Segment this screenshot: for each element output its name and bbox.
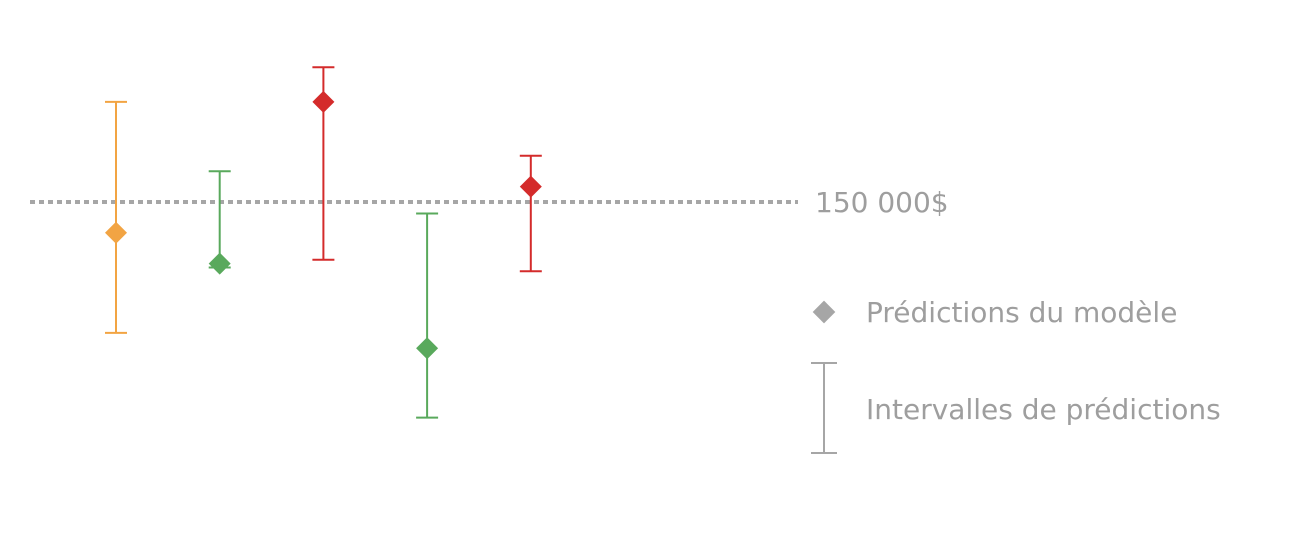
legend-point-label: Prédictions du modèle <box>866 296 1177 329</box>
prediction-2 <box>208 170 231 275</box>
prediction-1 <box>105 100 127 334</box>
legend-interval-label: Intervalles de prédictions <box>866 393 1221 426</box>
prediction-4 <box>416 212 439 419</box>
prediction-diamond <box>105 221 127 244</box>
points-group <box>105 66 542 419</box>
prediction-diamond <box>312 90 335 113</box>
legend-interval-icon <box>811 362 837 454</box>
prediction-3 <box>312 66 335 261</box>
legend: Prédictions du modèle Intervalles de pré… <box>811 296 1221 454</box>
threshold-group: 150 000$ <box>30 186 949 219</box>
prediction-5 <box>519 154 542 273</box>
prediction-diamond <box>208 252 231 275</box>
prediction-diamond <box>519 175 542 198</box>
threshold-label: 150 000$ <box>815 186 949 219</box>
prediction-diamond <box>416 337 439 360</box>
legend-diamond-icon <box>812 300 836 324</box>
